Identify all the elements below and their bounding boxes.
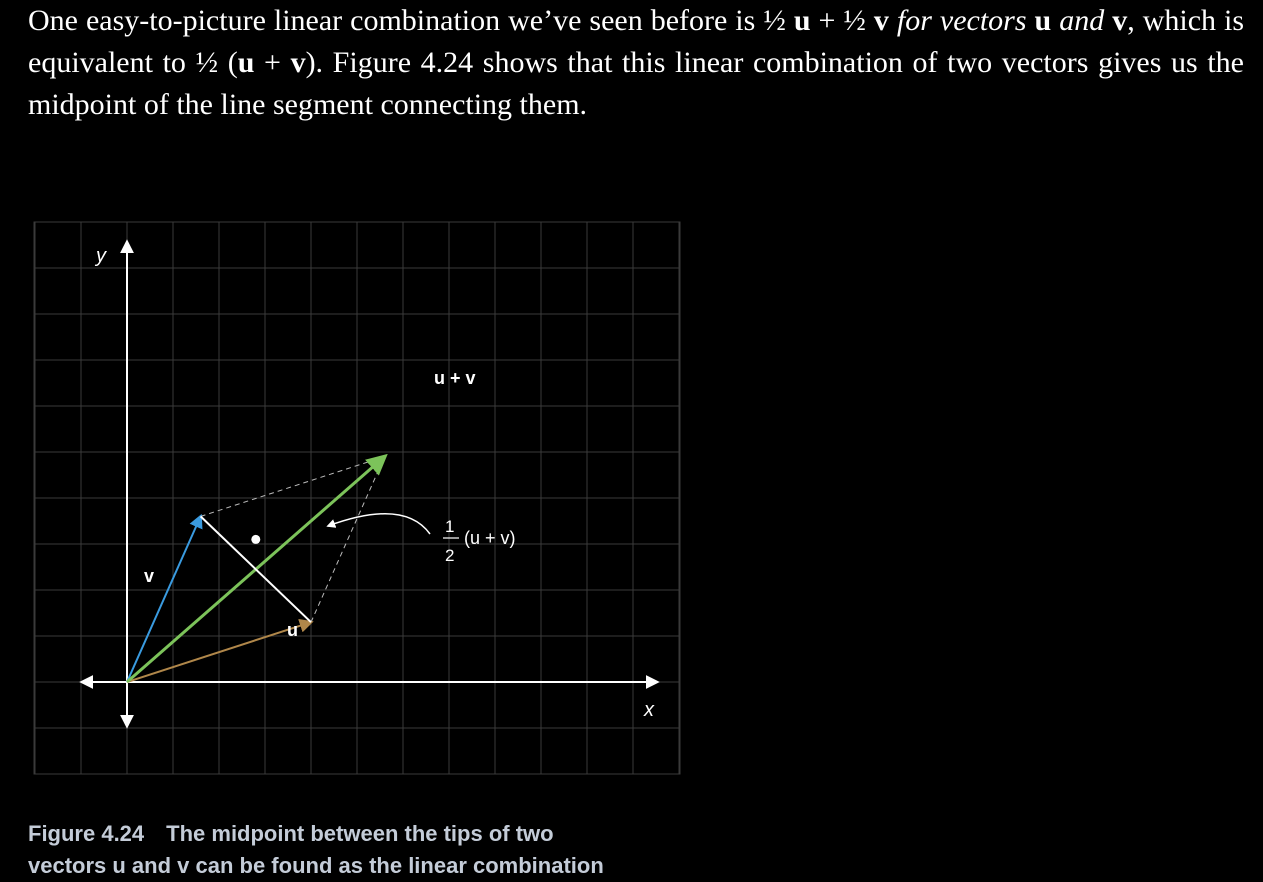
label-sum: u + v (434, 368, 476, 388)
para-text-2: , which is equivalent to (28, 4, 1245, 79)
label-u: u (287, 620, 298, 640)
plus-sign: + (254, 46, 291, 79)
half-denominator: 2 (445, 546, 454, 565)
italic-for-vectors: for vectors (888, 4, 1035, 37)
vector-v-arrow (126, 513, 203, 683)
vector-figure: x y v u u + v 1 2 (u + v) (33, 221, 681, 775)
figure-number: Figure 4.24 (28, 821, 145, 846)
plus-sign: + (810, 4, 844, 37)
vector-u-arrow (126, 619, 314, 683)
bold-u: u (237, 46, 255, 79)
bold-u: u (1034, 4, 1052, 37)
figure-caption: Figure 4.24 The midpoint between the tips… (28, 818, 728, 882)
half-numerator: 1 (445, 517, 454, 536)
label-v: v (144, 566, 154, 586)
y-axis-label: y (94, 245, 107, 267)
half-symbol: ½ (195, 46, 219, 79)
midpoint-dot (251, 534, 261, 544)
grid-lines (33, 221, 681, 775)
half-expression: (u + v) (464, 528, 516, 548)
italic-and: and (1051, 4, 1113, 37)
para-text-3: ). Figure 4.24 shows that this linear co… (28, 46, 1244, 121)
x-axis-label: x (643, 699, 655, 721)
grid-border (33, 221, 681, 775)
bold-u: u (793, 4, 811, 37)
half-symbol: ½ (843, 4, 866, 37)
open-paren: ( (218, 46, 238, 79)
half-symbol: ½ (763, 4, 786, 37)
caption-line-2: vectors u and v can be found as the line… (28, 853, 604, 878)
para-text-1: One easy-to-picture linear combination w… (28, 4, 764, 37)
body-paragraph: One easy-to-picture linear combination w… (28, 0, 1244, 126)
pointer-curve (326, 513, 431, 535)
bold-v: v (290, 46, 306, 79)
bold-v: v (873, 4, 889, 37)
tip-connecting-segment (199, 515, 312, 623)
caption-line-1: The midpoint between the tips of two (166, 821, 554, 846)
bold-v: v (1112, 4, 1128, 37)
dashed-edge-u-to-sum (310, 456, 386, 623)
